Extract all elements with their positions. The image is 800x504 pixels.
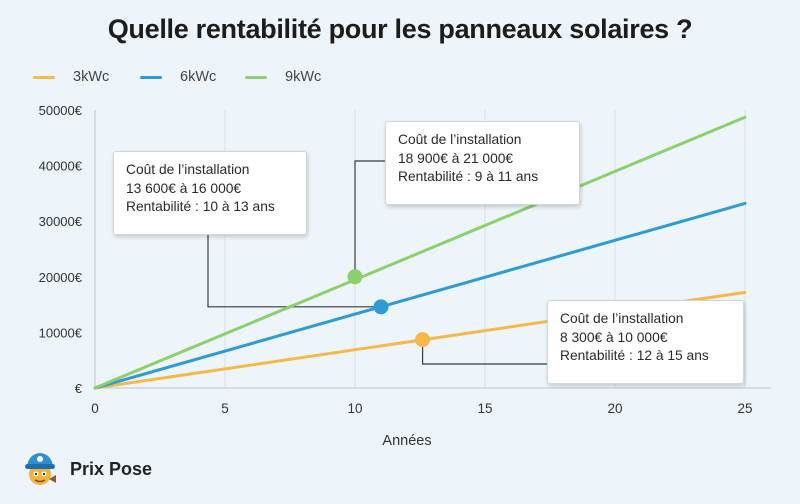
- legend-label-6kwc: 6kWc: [180, 69, 217, 85]
- y-tick-label-10000: 10000€: [39, 325, 83, 340]
- legend-label-9kwc: 9kWc: [285, 69, 322, 85]
- x-tick-label-20: 20: [607, 401, 622, 416]
- series-line-9kwc: [93, 115, 747, 390]
- chart-title: Quelle rentabilité pour les panneaux sol…: [107, 14, 693, 44]
- marker-6kwc: [373, 299, 389, 315]
- legend-item-9kwc: 9kWc: [245, 66, 321, 88]
- legend-swatch-6kwc: [140, 75, 162, 79]
- callout-6kwc-line-3: Rentabilité : 9 à 11 ans: [398, 169, 539, 184]
- y-tick-label-30000: 30000€: [39, 214, 83, 229]
- leader-left-callout: [207, 235, 381, 308]
- callout-6kwc-line-1: Coût de l’installation: [398, 132, 522, 147]
- legend-swatch-9kwc: [245, 75, 267, 79]
- mascot-logo-icon: [25, 453, 56, 485]
- brand-name: Prix Pose: [70, 458, 153, 479]
- chart-markers: [347, 269, 431, 348]
- legend-label-3kwc: 3kWc: [73, 69, 110, 85]
- callout-3kwc-line-2: 8 300€ à 10 000€: [560, 329, 668, 345]
- x-tick-label-25: 25: [737, 401, 752, 416]
- chart-axes: [94, 110, 771, 389]
- callout-6kwc-line-2: 18 900€ à 21 000€: [398, 150, 514, 166]
- x-tick-label-10: 10: [347, 401, 362, 416]
- callout-9kwc-line-1: Coût de l’installation: [126, 162, 250, 177]
- callout-9kwc: Coût de l’installation 13 600€ à 16 000€…: [113, 151, 307, 235]
- legend-item-6kwc: 6kWc: [140, 66, 216, 88]
- y-tick-label-40000: 40000€: [39, 159, 83, 174]
- y-tick-label-0: €: [75, 381, 83, 396]
- y-tick-label-20000: 20000€: [39, 270, 83, 285]
- marker-3kwc: [415, 332, 431, 348]
- marker-9kwc: [347, 269, 363, 285]
- x-tick-label-15: 15: [477, 401, 492, 416]
- legend-item-3kwc: 3kWc: [33, 66, 109, 88]
- leader-top-callout: [354, 160, 385, 277]
- callout-9kwc-line-3: Rentabilité : 10 à 13 ans: [126, 199, 275, 214]
- legend-swatch-3kwc: [33, 75, 55, 79]
- callout-9kwc-line-2: 13 600€ à 16 000€: [126, 180, 242, 196]
- x-axis-label: Années: [382, 433, 431, 449]
- brand: Prix Pose: [22, 450, 152, 488]
- x-tick-label-5: 5: [221, 401, 229, 416]
- callout-leaders: [207, 160, 547, 365]
- callout-3kwc-line-3: Rentabilité : 12 à 15 ans: [560, 348, 709, 363]
- y-tick-label-50000: 50000€: [39, 103, 83, 118]
- chart-ticks: €10000€ 20000€ 30000€ 40000€ 50000€ 0 5 10 15 20 2…: [39, 103, 753, 416]
- callout-6kwc: Coût de l’installation 18 900€ à 21 000€…: [385, 121, 580, 205]
- callout-3kwc: Coût de l’installation 8 300€ à 10 000€ …: [547, 300, 744, 384]
- series-line-6kwc: [93, 201, 747, 390]
- leader-right-callout: [422, 339, 547, 365]
- callout-3kwc-line-1: Coût de l’installation: [560, 311, 684, 326]
- x-tick-label-0: 0: [91, 401, 99, 416]
